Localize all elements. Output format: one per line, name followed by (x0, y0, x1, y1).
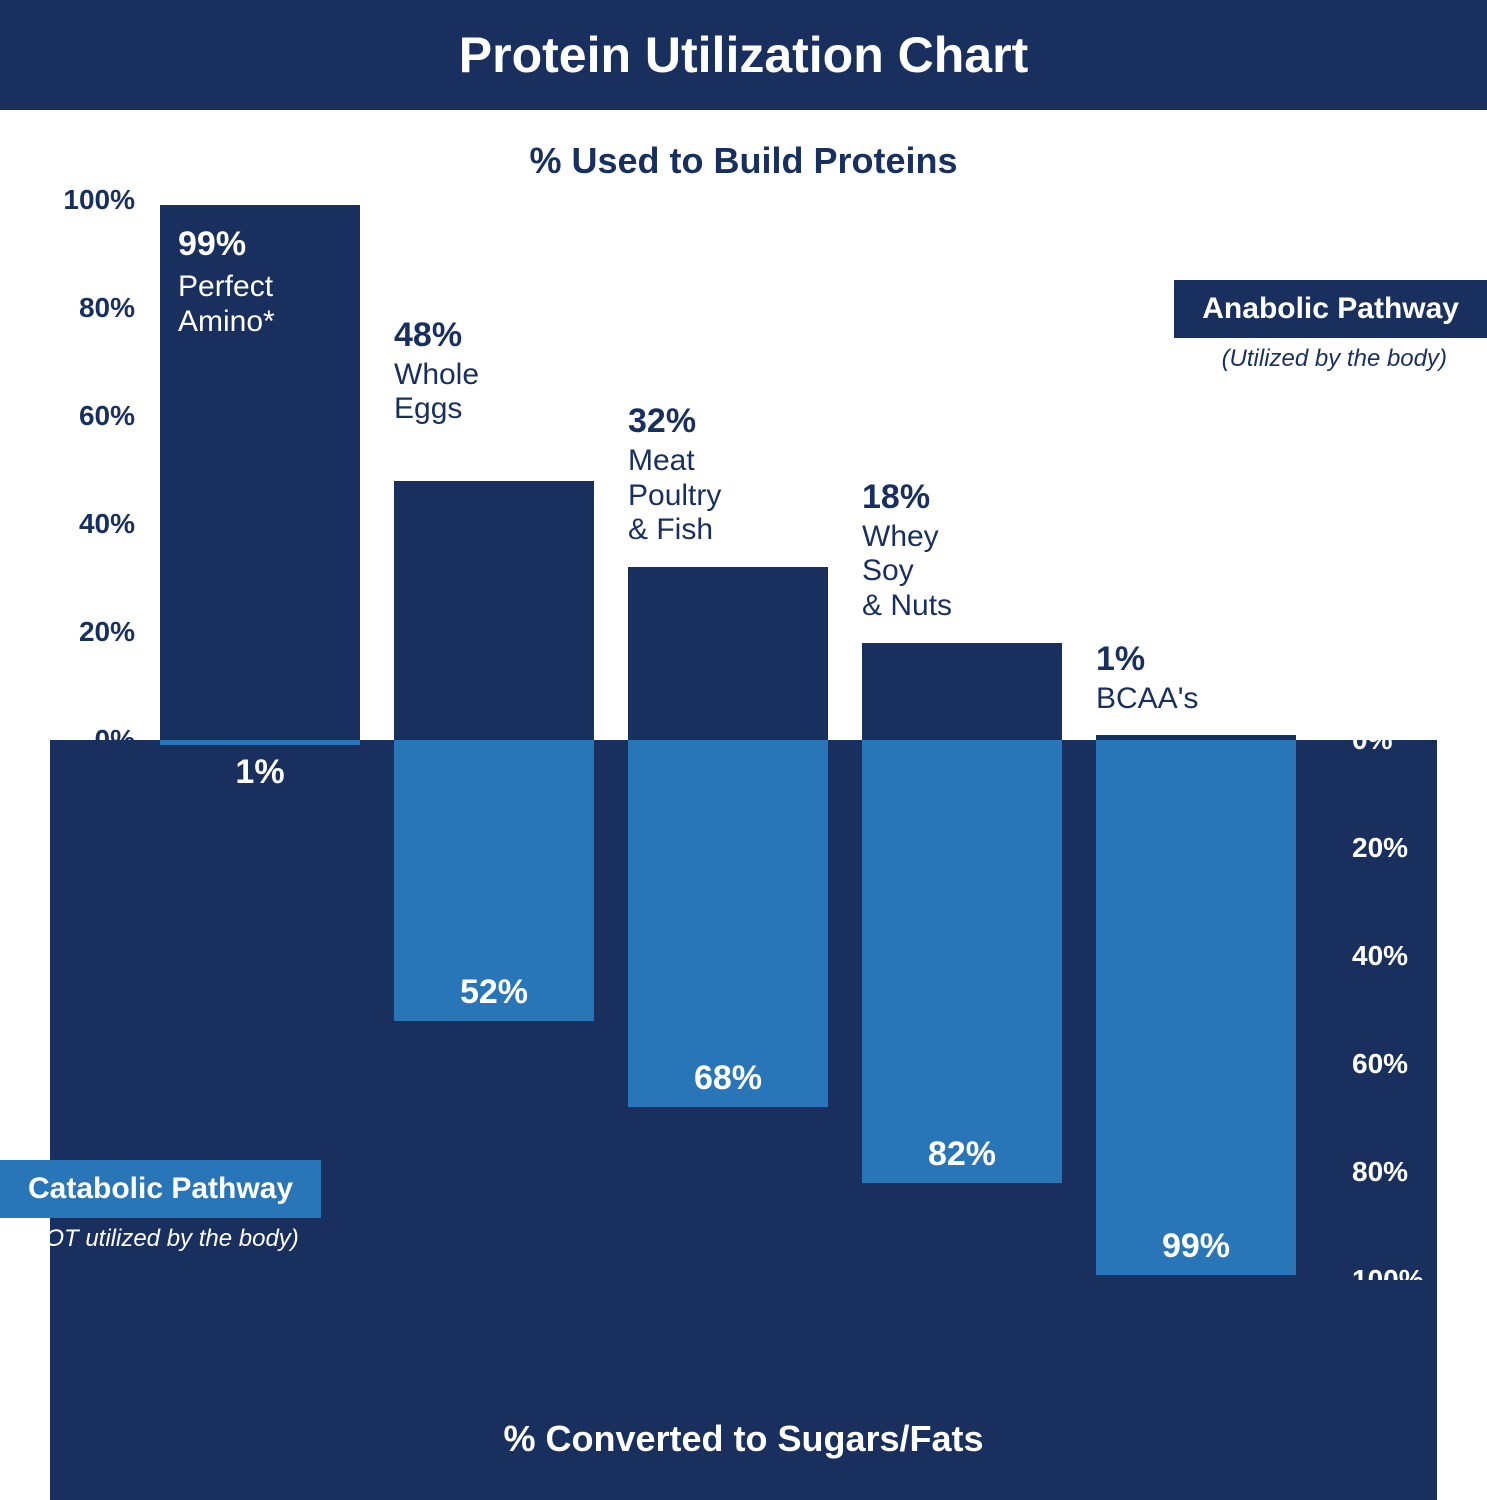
bar-lower (628, 740, 828, 1107)
y-tick-left: 40% (45, 508, 135, 540)
chart-area: 100%80%60%40%20%0% 0%20%40%60%80%100% 99… (50, 200, 1437, 1340)
bar-lower (862, 740, 1062, 1183)
bar-lower (160, 740, 360, 745)
bar-lower (1096, 740, 1296, 1275)
bottom-label: % Converted to Sugars/Fats (0, 1418, 1487, 1460)
y-tick-left: 80% (45, 292, 135, 324)
y-tick-left: 100% (45, 184, 135, 216)
catabolic-pathway-sub: (NOT utilized by the body) (20, 1225, 299, 1253)
bar-group: 18%Whey Soy & Nuts 82% (862, 200, 1062, 1280)
anabolic-title: Anabolic Pathway (1202, 292, 1459, 325)
bars-container: 99% Perfect Amino* 1% 48%Whole Eggs 52% 32%Me… (160, 200, 1327, 1340)
bar-lower-pct: 1% (160, 753, 360, 792)
y-tick-right: 80% (1352, 1156, 1442, 1188)
bar-lower-pct: 99% (1096, 1227, 1296, 1266)
bar-lower-pct: 68% (628, 1059, 828, 1098)
bar-group: 32%Meat Poultry & Fish 68% (628, 200, 828, 1280)
anabolic-pathway-box: Anabolic Pathway (1174, 280, 1487, 338)
bar-lower-pct: 52% (394, 973, 594, 1012)
bar-upper-pct: 18% (862, 478, 930, 517)
y-tick-left: 0% (45, 724, 135, 756)
bar-group: 48%Whole Eggs 52% (394, 200, 594, 1280)
bar-name: Perfect Amino* (178, 270, 275, 339)
bar-upper-pct: 48% (394, 316, 462, 355)
chart-wrapper: Protein Utilization Chart % Used to Buil… (0, 0, 1487, 1500)
catabolic-pathway-box: Catabolic Pathway (0, 1160, 321, 1218)
bar-upper-pct: 1% (1096, 640, 1145, 679)
anabolic-pathway-sub: (Utilized by the body) (1222, 345, 1447, 373)
bar-name: Whey Soy & Nuts (862, 520, 952, 624)
bar-upper-pct: 32% (628, 402, 696, 441)
bar-lower-pct: 82% (862, 1135, 1062, 1174)
bar-upper (394, 481, 594, 740)
bar-name: Whole Eggs (394, 358, 479, 427)
y-tick-right: 0% (1352, 724, 1442, 756)
y-tick-right: 60% (1352, 1048, 1442, 1080)
y-tick-right: 40% (1352, 940, 1442, 972)
chart-title-bar: Protein Utilization Chart (0, 0, 1487, 110)
lower-extension (50, 1280, 1437, 1500)
bar-name: BCAA's (1096, 682, 1198, 717)
bar-upper (628, 567, 828, 740)
bar-group: 99% Perfect Amino* 1% (160, 200, 360, 1280)
y-tick-left: 20% (45, 616, 135, 648)
y-tick-right: 20% (1352, 832, 1442, 864)
chart-title: Protein Utilization Chart (459, 26, 1028, 84)
y-tick-left: 60% (45, 400, 135, 432)
bar-name: Meat Poultry & Fish (628, 444, 721, 548)
chart-subtitle: % Used to Build Proteins (0, 140, 1487, 182)
catabolic-title: Catabolic Pathway (28, 1172, 293, 1205)
bar-upper-pct: 99% (178, 225, 246, 264)
bar-upper (862, 643, 1062, 740)
